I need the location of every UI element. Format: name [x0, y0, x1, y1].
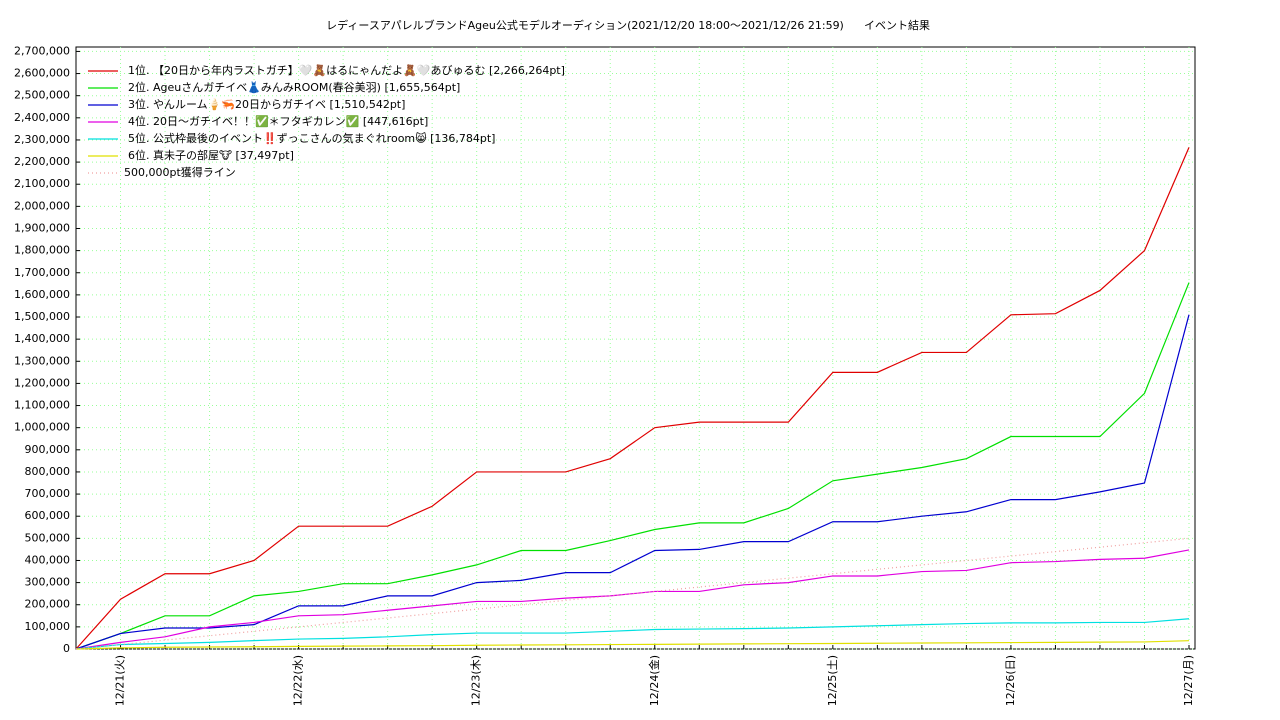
series-line: [75, 640, 1190, 650]
y-tick-label: 1,500,000: [14, 310, 70, 323]
y-tick-label: 500,000: [25, 531, 71, 544]
x-tick-label: 12/27(月): [1182, 655, 1195, 706]
y-tick-label: 1,000,000: [14, 421, 70, 434]
legend-label: 6位. 真未子の部屋🐮 [37,497pt]: [128, 148, 294, 162]
series-line: [75, 282, 1190, 650]
x-tick-label: 12/24(金): [647, 655, 661, 706]
y-tick-label: 700,000: [25, 487, 71, 500]
y-tick-label: 400,000: [25, 553, 71, 566]
chart-title: レディースアパレルブランドAgeu公式モデルオーディション(2021/12/20…: [326, 18, 844, 32]
y-tick-label: 200,000: [25, 598, 71, 611]
y-tick-label: 2,500,000: [14, 89, 70, 102]
y-tick-label: 2,000,000: [14, 199, 70, 212]
series-line: [75, 549, 1190, 650]
legend-label: 2位. Ageuさんガチイベ👗みんみROOM(春谷美羽) [1,655,564p…: [128, 80, 460, 94]
x-tick-label: 12/23(木): [470, 655, 483, 706]
x-tick-label: 12/21(火): [114, 655, 127, 706]
series-line: [75, 147, 1190, 650]
y-tick-label: 900,000: [25, 443, 71, 456]
x-tick-label: 12/25(土): [826, 655, 839, 706]
y-tick-label: 2,700,000: [14, 44, 70, 57]
y-tick-label: 1,100,000: [14, 399, 70, 412]
y-tick-label: 1,700,000: [14, 266, 70, 279]
legend-label: 3位. やんルーム🍦🦐20日からガチイベ [1,510,542pt]: [128, 97, 405, 111]
legend-label: 1位. 【20日から年内ラストガチ】🤍🧸はるにゃんだよ🧸🤍あびゅるむ [2,26…: [128, 63, 565, 77]
y-tick-label: 100,000: [25, 620, 71, 633]
y-tick-label: 1,300,000: [14, 354, 70, 367]
x-tick-label: 12/26(日): [1004, 655, 1017, 706]
x-tick-label: 12/22(水): [292, 655, 305, 706]
y-tick-label: 1,200,000: [14, 376, 70, 389]
y-tick-label: 1,600,000: [14, 288, 70, 301]
y-tick-label: 1,900,000: [14, 221, 70, 234]
y-tick-label: 1,800,000: [14, 244, 70, 257]
y-tick-label: 2,200,000: [14, 155, 70, 168]
y-tick-label: 600,000: [25, 509, 71, 522]
y-tick-label: 2,400,000: [14, 111, 70, 124]
y-tick-label: 800,000: [25, 465, 71, 478]
y-tick-label: 0: [63, 642, 70, 655]
legend-label: 4位. 20日〜ガチイベ！！✅＊フタギカレン✅ [447,616pt]: [128, 114, 428, 128]
series-line: [75, 537, 1190, 650]
y-tick-label: 2,600,000: [14, 67, 70, 80]
y-tick-label: 2,300,000: [14, 133, 70, 146]
y-tick-label: 300,000: [25, 576, 71, 589]
y-tick-label: 2,100,000: [14, 177, 70, 190]
legend-label: 5位. 公式枠最後のイベント‼️ずっこさんの気まぐれroom😸 [136,784…: [128, 131, 495, 145]
series-line: [75, 618, 1190, 650]
y-tick-label: 1,400,000: [14, 332, 70, 345]
plot-frame: [75, 46, 1196, 650]
legend-label: 500,000pt獲得ライン: [124, 166, 236, 179]
chart-subtitle: イベント結果: [864, 18, 930, 32]
